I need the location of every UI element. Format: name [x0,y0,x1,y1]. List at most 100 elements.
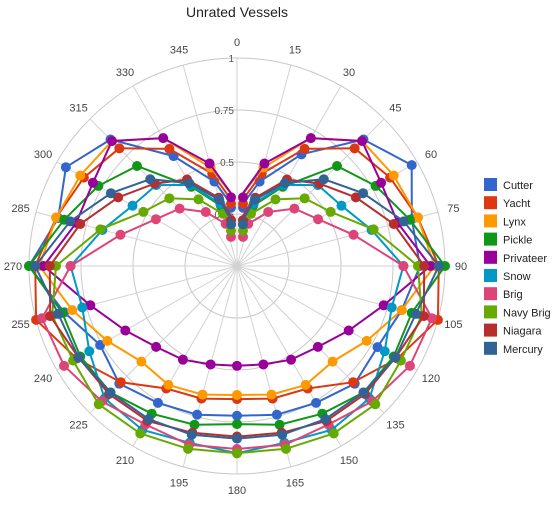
data-point [312,341,323,352]
series-layer [24,133,450,459]
data-point [280,443,291,454]
angle-tick-label: 315 [69,103,87,115]
series-mercury [30,174,444,444]
legend-label: Cutter [503,180,533,192]
data-point [93,399,104,410]
data-point [238,219,248,230]
data-point [388,170,399,181]
data-point [145,174,156,185]
data-point [270,194,281,205]
legend-label: Pickle [503,235,532,247]
legend-label: Mercury [503,344,543,356]
series-connector [208,162,235,198]
data-point [313,214,324,225]
data-point [30,261,41,271]
data-point [238,192,248,203]
angle-tick-label: 330 [116,67,134,79]
data-point [152,397,163,408]
angle-tick-label: 0 [234,37,240,49]
data-point [274,419,285,430]
angle-tick-label: 15 [289,45,301,57]
data-point [53,308,64,319]
angle-tick-label: 285 [11,203,29,215]
spoke-135 [236,265,385,414]
angle-tick-label: 60 [425,149,437,161]
data-point [433,261,444,271]
data-point [357,135,368,146]
data-point [75,219,86,230]
radial-tick-label: 0.75 [215,106,235,117]
angle-tick-label: 255 [11,319,29,331]
data-point [327,356,338,367]
data-point [418,311,429,322]
data-point [67,305,78,316]
data-point [84,346,95,357]
series-connector [239,162,266,198]
data-point [410,308,421,319]
angle-tick-label: 120 [422,373,440,385]
legend-label: Snow [503,271,531,283]
data-point [232,389,242,400]
data-point [259,158,270,169]
data-point [150,214,161,225]
data-point [271,409,282,420]
data-point [305,133,316,144]
data-point [232,410,242,421]
data-point [320,414,331,425]
legend-swatch [484,287,497,301]
data-point [299,193,310,204]
angle-tick-label: 165 [286,477,304,489]
legend-swatch [484,214,497,228]
angle-tick-label: 270 [4,261,22,273]
data-point [286,354,297,365]
data-point [249,194,260,205]
data-point [232,448,242,459]
data-point [318,174,329,185]
data-point [204,158,215,169]
data-point [131,160,142,171]
angle-tick-label: 180 [228,485,246,497]
angle-tick-label: 150 [340,455,358,467]
data-point [358,188,369,199]
data-point [37,313,48,324]
data-point [115,229,126,240]
data-point [85,300,96,311]
legend-swatch [484,196,497,210]
data-point [60,162,71,173]
data-point [73,352,84,363]
data-point [379,346,390,357]
data-point [328,428,339,439]
angle-tick-labels: 0 15 30 45 60 75 90 105 120 135 150 165 180 195 210 225… [4,37,467,497]
data-point [189,419,200,430]
data-point [289,203,300,214]
data-point [177,354,188,365]
angle-tick-label: 345 [170,45,188,57]
angle-tick-label: 45 [389,103,401,115]
data-point [386,302,397,313]
data-point [406,160,417,171]
data-point [396,305,407,316]
angle-tick-label: 135 [386,419,404,431]
data-point [336,200,347,211]
chart-title: Unrated Vessels [186,4,288,20]
data-point [258,359,269,370]
data-point [163,379,174,390]
data-point [115,377,126,388]
data-point [75,170,86,181]
data-point [184,178,195,189]
series-line [27,138,422,417]
data-point [65,261,76,271]
data-point [232,433,242,444]
data-point [348,229,359,240]
radial-tick-label: 1 [228,54,234,65]
legend-swatch [484,232,497,246]
data-point [404,360,415,371]
data-point [343,325,354,336]
data-point [226,219,236,230]
data-point [349,143,360,154]
data-point [106,135,117,146]
legend-label: Yacht [503,198,530,210]
data-point [114,143,125,154]
angle-tick-label: 240 [34,373,52,385]
data-point [390,352,401,363]
